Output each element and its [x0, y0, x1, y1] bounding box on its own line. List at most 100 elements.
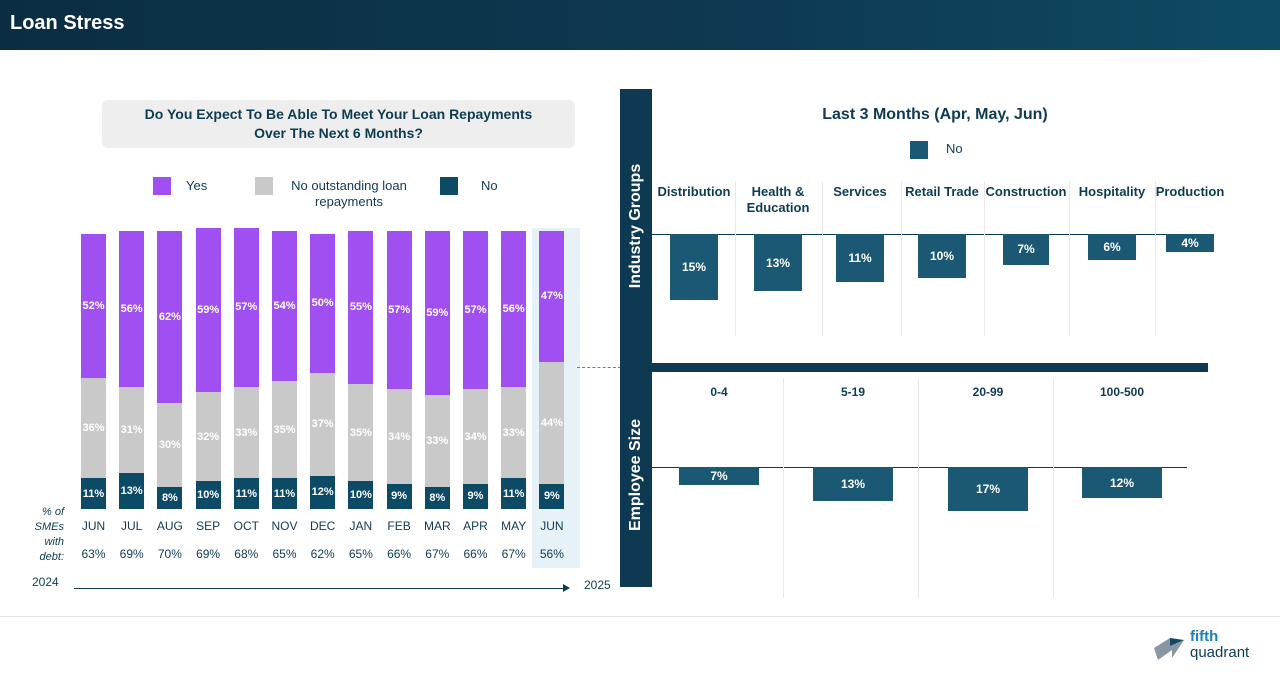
bar-no-5: 11%: [272, 478, 297, 509]
employee-label-1: 5-19: [840, 385, 866, 399]
debt-label-line-2: SMEs: [34, 521, 64, 533]
section-separator: [652, 363, 1208, 372]
employee-size-label: Employee Size: [627, 418, 644, 532]
legend-swatch-no-outstanding: [255, 177, 273, 195]
month-label-11: MAY: [501, 519, 527, 533]
industry-divider-5: [1155, 181, 1156, 336]
debt-label-line-4: debt:: [39, 551, 64, 563]
debt-share-11: 67%: [501, 547, 526, 561]
logo-text-fifth: fifth: [1190, 628, 1219, 645]
month-label-12: JUN: [540, 519, 564, 533]
employee-bar-3: 12%: [1082, 467, 1162, 499]
bar-no-outstanding-0: 36%: [81, 378, 106, 479]
bar-no-9: 8%: [424, 486, 450, 509]
legend-swatch-yes: [153, 177, 171, 195]
timeline-arrow: [74, 584, 570, 592]
footer-rule: [0, 616, 1280, 617]
logo-text-quadrant: quadrant: [1190, 644, 1250, 661]
industry-divider-2: [901, 181, 902, 336]
month-label-4: OCT: [233, 519, 259, 533]
right-legend-label-no: No: [946, 141, 963, 156]
bar-no-7: 10%: [348, 481, 374, 509]
bar-yes-8: 57%: [386, 231, 412, 390]
fifth-quadrant-logo: fifth quadrant: [1152, 628, 1262, 666]
industry-label-2: Services: [833, 184, 887, 199]
industry-label-5: Hospitality: [1078, 184, 1146, 199]
legend-label-no-outstanding: No outstanding loan repayments: [284, 178, 414, 210]
employee-divider-0: [783, 378, 784, 598]
question-line-1: Do You Expect To Be Able To Meet Your Lo…: [144, 106, 533, 122]
bar-yes-9: 59%: [424, 231, 450, 396]
industry-divider-1: [822, 181, 823, 336]
bar-no-11: 11%: [501, 478, 527, 509]
bar-no-outstanding-12: 44%: [539, 361, 565, 484]
bar-yes-3: 59%: [195, 228, 221, 393]
month-label-6: DEC: [310, 519, 336, 533]
debt-share-6: 62%: [310, 547, 335, 561]
debt-label-line-1: % of: [41, 506, 64, 518]
month-label-9: MAR: [423, 519, 451, 533]
bar-no-12: 9%: [539, 483, 565, 509]
legend-nout-line-2: repayments: [315, 194, 383, 209]
bar-yes-2: 62%: [157, 231, 183, 404]
bar-no-10: 9%: [463, 483, 488, 509]
bar-yes-7: 55%: [348, 231, 374, 384]
bar-no-6: 12%: [310, 475, 336, 509]
year-start-label: 2024: [32, 575, 59, 589]
legend-label-yes: Yes: [186, 178, 208, 193]
employee-label-0: 0-4: [710, 385, 728, 399]
bar-yes-0: 52%: [81, 233, 106, 379]
industry-groups-label: Industry Groups: [627, 163, 644, 289]
bar-no-4: 11%: [233, 478, 259, 509]
industry-label-6: Production: [1155, 184, 1225, 199]
debt-share-3: 69%: [196, 547, 221, 561]
bar-no-3: 10%: [195, 481, 221, 509]
industry-bar-1: 13%: [754, 234, 802, 292]
month-label-3: SEP: [196, 519, 221, 533]
employee-divider-1: [918, 378, 919, 598]
industry-bar-3: 10%: [918, 234, 966, 278]
debt-share-0: 63%: [81, 547, 106, 561]
month-label-7: JAN: [349, 519, 373, 533]
bar-no-outstanding-9: 33%: [424, 395, 450, 487]
employee-baseline: [652, 467, 1187, 468]
bar-no-outstanding-11: 33%: [501, 386, 527, 479]
right-legend-swatch-no: [910, 141, 928, 159]
bar-no-outstanding-4: 33%: [233, 386, 259, 479]
debt-share-4: 68%: [234, 547, 259, 561]
chart-question: Do You Expect To Be Able To Meet Your Lo…: [102, 100, 575, 148]
bar-no-outstanding-5: 35%: [272, 381, 297, 479]
bar-yes-6: 50%: [310, 233, 336, 373]
employee-bar-1: 13%: [813, 467, 893, 501]
debt-share-12: 56%: [539, 547, 564, 561]
legend-nout-line-1: No outstanding loan: [291, 178, 407, 193]
industry-label-4: Construction: [985, 184, 1067, 199]
employee-label-2: 20-99: [972, 385, 1004, 399]
debt-label-line-3: with: [44, 536, 64, 548]
industry-bar-6: 4%: [1166, 234, 1214, 252]
industry-bar-0: 15%: [670, 234, 718, 300]
employee-label-3: 100-500: [1099, 385, 1145, 399]
month-label-10: APR: [463, 519, 488, 533]
industry-bar-5: 6%: [1088, 234, 1136, 261]
bar-no-outstanding-7: 35%: [348, 383, 374, 482]
bar-no-outstanding-1: 31%: [119, 386, 145, 473]
month-label-0: JUN: [81, 519, 106, 533]
bar-no-1: 13%: [119, 472, 145, 509]
employee-bar-2: 17%: [948, 467, 1028, 512]
industry-divider-4: [1069, 181, 1070, 336]
bar-no-2: 8%: [157, 486, 183, 509]
bar-no-outstanding-3: 32%: [195, 392, 221, 482]
legend-label-no: No: [481, 178, 498, 193]
bar-no-8: 9%: [386, 483, 412, 509]
header-bar: Loan Stress: [0, 0, 1280, 50]
month-label-8: FEB: [387, 519, 411, 533]
bar-no-outstanding-8: 34%: [386, 389, 412, 484]
bar-no-outstanding-10: 34%: [463, 389, 488, 484]
employee-divider-2: [1053, 378, 1054, 598]
side-label-bar: [620, 89, 652, 587]
month-label-5: NOV: [271, 519, 298, 533]
bar-yes-4: 57%: [233, 228, 259, 387]
debt-share-1: 69%: [119, 547, 144, 561]
industry-label-3: Retail Trade: [905, 184, 979, 199]
